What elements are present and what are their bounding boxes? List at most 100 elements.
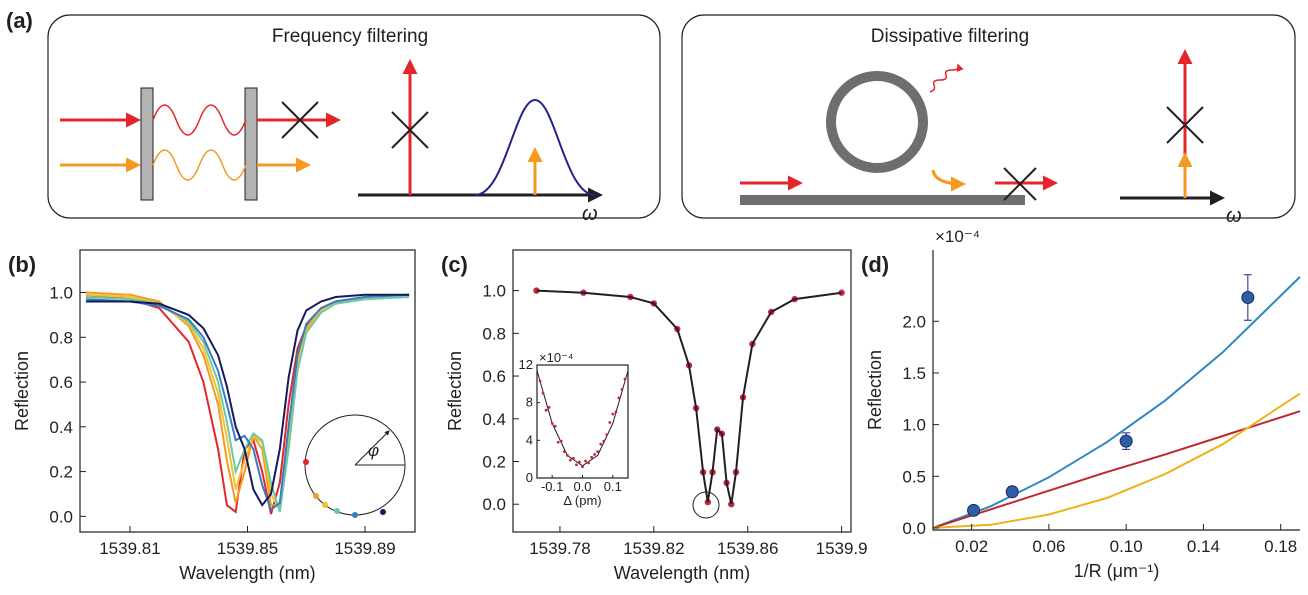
data-point <box>565 454 569 457</box>
y-tick-label: 0.0 <box>49 507 73 526</box>
y-tick-label: 4 <box>526 432 533 447</box>
data-point <box>608 421 612 424</box>
axis-label: ω <box>1226 205 1242 227</box>
x-tick-label: 0.0 <box>573 479 591 494</box>
series-line <box>932 276 1301 529</box>
data-point <box>572 456 575 460</box>
y-tick-label: 0.2 <box>482 453 506 472</box>
loss <box>929 63 964 93</box>
wave <box>152 149 247 181</box>
phase-inset: φ <box>303 414 406 518</box>
x-tick-label: -0.1 <box>541 479 563 494</box>
data-point <box>611 412 615 416</box>
data-point <box>581 465 584 469</box>
title: Frequency filtering <box>272 26 428 47</box>
series-line <box>932 392 1301 529</box>
phase-dot <box>303 459 309 465</box>
wave <box>152 104 247 136</box>
y-axis-label: Reflection <box>12 351 32 431</box>
x-tick-label: 1539.9 <box>816 539 868 558</box>
data-point <box>568 458 572 462</box>
phase-dot <box>380 509 386 515</box>
data-point <box>533 287 540 294</box>
cross <box>1166 106 1204 144</box>
y-multiplier: ×10⁻⁴ <box>935 227 980 246</box>
data-point <box>614 410 618 414</box>
y-tick-label: 0 <box>526 470 533 485</box>
y-tick-label: 1.5 <box>902 364 926 383</box>
series-line <box>85 293 410 512</box>
y-tick-label: 0.5 <box>902 467 926 486</box>
phase-dot <box>322 502 328 508</box>
x-axis-label: 1/R (μm⁻¹) <box>1074 561 1160 581</box>
y-tick-label: 0.2 <box>49 463 73 482</box>
x-axis-label: Δ (pm) <box>563 493 601 508</box>
y-tick-label: 8 <box>526 395 533 410</box>
data-point <box>1241 291 1255 305</box>
y-tick-label: 1.0 <box>902 416 926 435</box>
filter <box>474 98 596 196</box>
panel-label: (a) <box>6 8 33 33</box>
panel-label: (b) <box>8 252 36 277</box>
ring <box>826 71 928 173</box>
panel-label: (c) <box>441 252 468 277</box>
series-line <box>85 293 410 513</box>
plot: 1539.81 1539.85 1539.89 0.0 0.2 0.4 0.6 0.8 1.0 W… <box>8 249 416 583</box>
frame <box>512 249 852 533</box>
y-tick-label: 1.0 <box>482 282 506 301</box>
data-point <box>559 439 563 443</box>
data-point <box>617 396 621 400</box>
y-axis-label: Reflection <box>865 350 885 430</box>
arrow <box>931 169 966 192</box>
y-tick-label: 1.0 <box>49 284 73 303</box>
data-point <box>547 405 551 409</box>
plot: -0.1 0.0 0.1 0 4 8 12 Δ (pm) ×10⁻⁴ <box>519 350 629 508</box>
x-tick-label: 0.1 <box>604 479 622 494</box>
plot: 1539.78 1539.82 1539.86 1539.9 0.0 0.2 0.4 0.6 0… <box>441 249 868 583</box>
data-point <box>593 453 597 456</box>
data-point <box>599 442 603 446</box>
data-point <box>1005 485 1019 499</box>
data-point <box>587 461 590 465</box>
y-tick-label: 12 <box>519 357 533 372</box>
x-tick-label: 1539.89 <box>334 539 395 558</box>
x-tick-label: 0.02 <box>955 537 988 556</box>
data-point <box>556 440 560 444</box>
data-point <box>562 450 566 454</box>
data-point <box>541 391 545 395</box>
x-tick-label: 1539.85 <box>217 539 278 558</box>
series-line <box>85 293 410 507</box>
y-tick-label: 0.4 <box>49 418 73 437</box>
mirror <box>244 87 258 201</box>
y-tick-label: 0.8 <box>49 328 73 347</box>
cross <box>1003 167 1037 201</box>
y-multiplier: ×10⁻⁴ <box>539 350 574 365</box>
x-tick-label: 1539.81 <box>99 539 160 558</box>
mirror <box>140 87 154 201</box>
y-tick-label: 0.0 <box>482 495 506 514</box>
cross <box>391 111 429 149</box>
data-point <box>590 455 593 459</box>
data-point <box>538 379 542 383</box>
y-tick-label: 0.8 <box>482 324 506 343</box>
series-line <box>536 289 842 505</box>
y-axis-label: Reflection <box>445 351 465 431</box>
y-tick-label: 0.6 <box>49 373 73 392</box>
data-point <box>838 289 845 296</box>
data-point <box>578 460 581 464</box>
phase-dot <box>313 493 319 499</box>
inset-bg <box>537 365 628 478</box>
x-tick-label: 1539.86 <box>717 539 778 558</box>
data-point <box>575 463 578 467</box>
phase-label: φ <box>368 441 379 460</box>
frequency-filtering: Frequency filtering ω <box>47 14 661 225</box>
x-tick-label: 1539.78 <box>529 539 590 558</box>
panel-label: (d) <box>861 252 889 277</box>
y-tick-label: 0.6 <box>482 367 506 386</box>
data-point <box>544 408 548 412</box>
plot: 0.02 0.06 0.10 0.14 0.18 0.0 0.5 1.0 1.5 2.0 1/R (… <box>861 227 1301 581</box>
y-tick-label: 0.0 <box>902 519 926 538</box>
axes <box>932 250 1300 531</box>
